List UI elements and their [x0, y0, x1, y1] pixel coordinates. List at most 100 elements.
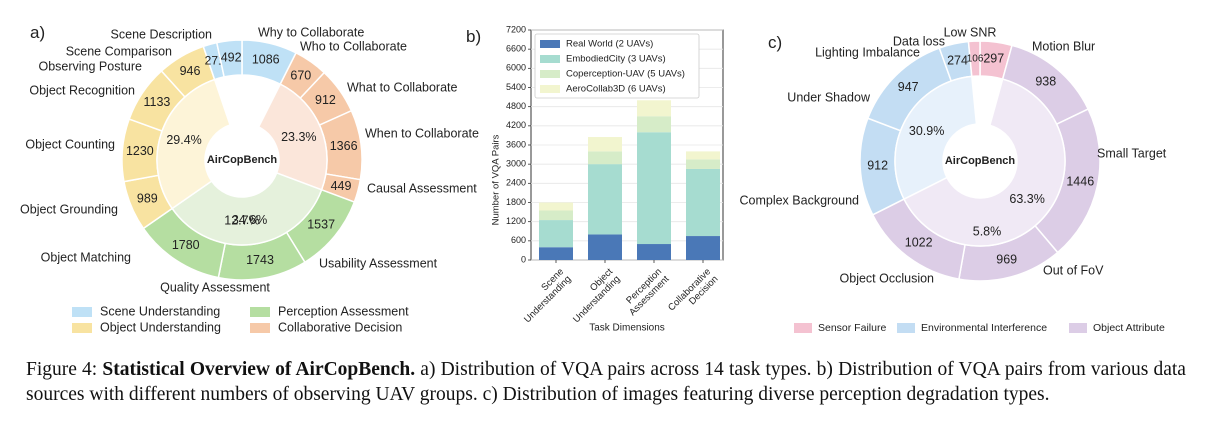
- bar-collaborative-decision-aerocollab3d-6-uavs: [686, 151, 720, 160]
- outer-label-low-snr: Low SNR: [944, 25, 997, 39]
- ytick-label-3000: 3000: [506, 159, 526, 169]
- bar-perception-assessment-real-world-2-uavs: [637, 244, 671, 260]
- inner-percent-object-attribute: 63.3%: [1009, 192, 1044, 206]
- outer-label-small-target: Small Target: [1097, 146, 1167, 160]
- bar-perception-assessment-embodiedcity-3-uavs: [637, 132, 671, 245]
- statistical-overview-figure: a) b) c) 1086 670 912 1366 449 1537 1743 1780 98…: [20, 23, 1167, 334]
- bar-collaborative-decision-embodiedcity-3-uavs: [686, 168, 720, 237]
- center-label: AirCopBench: [945, 155, 1016, 167]
- y-axis-label: Number of VQA Pairs: [491, 134, 502, 225]
- ytick-label-1200: 1200: [506, 216, 526, 226]
- outer-value-quality-assessment: 1780: [172, 238, 200, 252]
- outer-value-causal-assessment: 1537: [307, 217, 335, 231]
- panel-b-data-source-chart: 0 600 1200 1800 2400 3000 3600 4200 4800 5400 6000…: [491, 24, 724, 334]
- bar-collaborative-decision-real-world-2-uavs: [686, 236, 720, 260]
- legend-label-real-world-2-uavs: Real World (2 UAVs): [566, 39, 653, 50]
- outer-label-object-recognition: Object Recognition: [29, 83, 135, 97]
- outer-value-usability-assessment: 1743: [246, 253, 274, 267]
- legend-label-object-understanding: Object Understanding: [100, 320, 221, 334]
- ytick-label-2400: 2400: [506, 178, 526, 188]
- ytick-label-600: 600: [511, 235, 526, 245]
- center-label: AirCopBench: [207, 154, 278, 166]
- bar-scene-understanding-real-world-2-uavs: [539, 247, 573, 260]
- outer-label-quality-assessment: Quality Assessment: [160, 280, 270, 294]
- outer-value-motion-blur: 938: [1035, 75, 1056, 89]
- bar-scene-understanding-coperception-uav-5-uavs: [539, 210, 573, 221]
- caption-body: a) Distribution of VQA pairs across 14 t…: [26, 359, 1186, 405]
- panel-c-label: c): [768, 33, 782, 52]
- inner-percent-collaborative-decision: 23.3%: [281, 130, 316, 144]
- ytick-label-4200: 4200: [506, 120, 526, 130]
- legend-swatch-aerocollab3d-6-uavs: [540, 85, 560, 93]
- panel-a-label: a): [30, 23, 45, 42]
- outer-label-out-of-fov: Out of FoV: [1043, 263, 1104, 277]
- outer-label-why-to-collaborate: Why to Collaborate: [258, 25, 364, 39]
- legend-swatch-object-attribute: [1069, 323, 1087, 333]
- outer-label-motion-blur: Motion Blur: [1032, 39, 1095, 53]
- outer-label-usability-assessment: Usability Assessment: [319, 256, 438, 270]
- ytick-label-5400: 5400: [506, 82, 526, 92]
- xtick-label-collaborative-decision: CollaborativeDecision: [666, 266, 720, 320]
- caption-title: Statistical Overview of AirCopBench.: [102, 359, 416, 380]
- bar-object-understanding-real-world-2-uavs: [588, 234, 622, 260]
- inner-percent-scene-understanding: 12.7%: [224, 213, 259, 227]
- bar-object-understanding-coperception-uav-5-uavs: [588, 151, 622, 165]
- legend-box: [534, 33, 700, 99]
- outer-value-complex-background: 912: [867, 158, 888, 172]
- donut-hole: [205, 123, 279, 197]
- outer-value-low-snr: 297: [983, 52, 1004, 66]
- inner-percent-sensor-failure: 5.8%: [973, 224, 1002, 238]
- bar-scene-understanding-aerocollab3d-6-uavs: [539, 202, 573, 211]
- legend-swatch-collaborative-decision: [250, 323, 270, 333]
- bar-perception-assessment-coperception-uav-5-uavs: [637, 116, 671, 133]
- bar-object-understanding-aerocollab3d-6-uavs: [588, 137, 622, 152]
- outer-label-scene-comparison: Scene Comparison: [66, 44, 172, 58]
- outer-value-when-to-collaborate: 449: [331, 179, 352, 193]
- legend-label-object-attribute: Object Attribute: [1093, 322, 1165, 334]
- legend-swatch-scene-understanding: [72, 307, 92, 317]
- outer-label-under-shadow: Under Shadow: [787, 90, 871, 104]
- outer-value-what-to-collaborate: 1366: [330, 139, 358, 153]
- legend-swatch-perception-assessment: [250, 307, 270, 317]
- legend-swatch-object-understanding: [72, 323, 92, 333]
- figure-caption: Figure 4: Statistical Overview of AirCop…: [26, 357, 1186, 407]
- outer-value-lighting-imbalance: 274: [947, 53, 968, 67]
- bar-scene-understanding-embodiedcity-3-uavs: [539, 220, 573, 248]
- outer-value-who-to-collaborate: 912: [315, 93, 336, 107]
- bar-object-understanding-embodiedcity-3-uavs: [588, 164, 622, 235]
- outer-label-complex-background: Complex Background: [739, 193, 859, 207]
- ytick-label-1800: 1800: [506, 197, 526, 207]
- bar-perception-assessment-aerocollab3d-6-uavs: [637, 100, 671, 117]
- ytick-label-6600: 6600: [506, 44, 526, 54]
- legend-swatch-environmental-interference: [897, 323, 915, 333]
- legend-label-coperception-uav-5-uavs: Coperception-UAV (5 UAVs): [566, 69, 685, 80]
- ytick-label-6000: 6000: [506, 63, 526, 73]
- outer-value-small-target: 1446: [1066, 175, 1094, 189]
- outer-value-object-matching: 989: [137, 192, 158, 206]
- outer-label-lighting-imbalance: Lighting Imbalance: [815, 45, 920, 59]
- outer-label-object-matching: Object Matching: [41, 250, 131, 264]
- bar-collaborative-decision-coperception-uav-5-uavs: [686, 159, 720, 169]
- ytick-label-3600: 3600: [506, 139, 526, 149]
- xtick-label-scene-understanding: SceneUnderstanding: [515, 266, 574, 325]
- ytick-label-0: 0: [521, 254, 526, 264]
- outer-label-object-counting: Object Counting: [25, 137, 115, 151]
- outer-value-object-counting: 1133: [143, 95, 170, 109]
- outer-value-object-recognition: 946: [180, 64, 201, 78]
- legend-swatch-embodiedcity-3-uavs: [540, 55, 560, 63]
- ytick-label-7200: 7200: [506, 24, 526, 34]
- outer-value-under-shadow: 947: [898, 80, 919, 94]
- outer-label-object-occlusion: Object Occlusion: [840, 271, 935, 285]
- legend-label-sensor-failure: Sensor Failure: [818, 322, 886, 334]
- inner-percent-environmental-interference: 30.9%: [909, 124, 944, 138]
- inner-percent-object-understanding: 29.4%: [166, 133, 201, 147]
- outer-label-what-to-collaborate: What to Collaborate: [347, 80, 458, 94]
- legend-label-embodiedcity-3-uavs: EmbodiedCity (3 UAVs): [566, 54, 666, 65]
- outer-value-scene-description: 1086: [252, 53, 280, 67]
- ytick-label-4800: 4800: [506, 101, 526, 111]
- outer-label-when-to-collaborate: When to Collaborate: [365, 126, 479, 140]
- xtick-label-object-understanding: ObjectUnderstanding: [564, 266, 623, 325]
- donut-hole: [943, 124, 1017, 198]
- x-axis-label: Task Dimensions: [589, 323, 665, 334]
